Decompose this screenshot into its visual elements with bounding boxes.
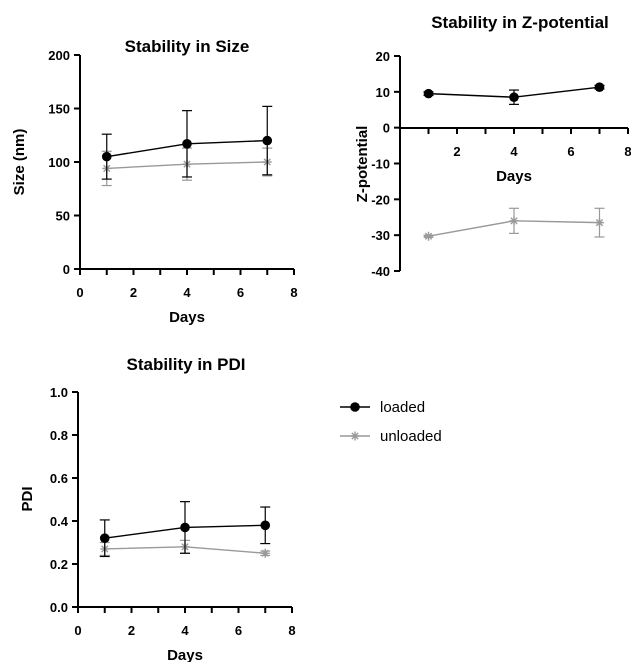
x-tick-label: 2 — [453, 144, 460, 159]
y-tick-label: -20 — [371, 192, 390, 207]
y-tick-label: 0.2 — [50, 557, 68, 572]
data-point-loaded — [594, 82, 605, 92]
legend-marker-unloaded — [350, 431, 360, 441]
y-tick-label: 0.8 — [50, 428, 68, 443]
data-point-loaded — [262, 135, 273, 146]
y-tick-label: 0.6 — [50, 471, 68, 486]
data-point-loaded — [182, 139, 192, 149]
chart-title: Stability in PDI — [126, 355, 245, 374]
legend-label-loaded: loaded — [380, 399, 425, 416]
x-tick-label: 8 — [290, 285, 297, 300]
x-tick-label: 8 — [624, 144, 631, 159]
legend-marker-loaded — [350, 402, 360, 412]
data-point-unloaded — [595, 218, 604, 228]
y-axis-label: Size (nm) — [11, 129, 28, 196]
legend: loaded unloaded — [340, 399, 442, 445]
series-loaded — [423, 82, 605, 105]
chart-z-potential: Stability in Z-potential -40 -30 -20 -10 0 10 2… — [354, 13, 631, 279]
chart-size: Stability in Size 0 50 100 150 200 0 2 4 6 8 Days Si… — [11, 37, 298, 326]
y-tick-label: 50 — [56, 209, 70, 224]
x-tick-label: 6 — [237, 285, 244, 300]
x-tick-label: 6 — [235, 623, 242, 638]
y-tick-label: 1.0 — [50, 385, 68, 400]
y-tick-label: 200 — [48, 48, 70, 63]
y-tick-label: 20 — [376, 49, 390, 64]
x-tick-label: 2 — [130, 285, 137, 300]
data-point-unloaded — [424, 231, 433, 241]
y-tick-label: -10 — [371, 157, 390, 172]
legend-label-unloaded: unloaded — [380, 428, 442, 445]
series-loaded — [99, 501, 271, 558]
y-tick-label: -30 — [371, 228, 390, 243]
x-tick-label: 8 — [288, 623, 295, 638]
x-axis-label: Days — [167, 647, 203, 662]
series-unloaded — [423, 207, 605, 241]
x-tick-label: 6 — [567, 144, 574, 159]
y-tick-label: -40 — [371, 264, 390, 279]
data-point-loaded — [509, 92, 519, 103]
x-tick-label: 0 — [76, 285, 83, 300]
x-tick-label: 4 — [510, 144, 518, 159]
chart-title: Stability in Size — [125, 37, 250, 56]
chart-title: Stability in Z-potential — [431, 13, 609, 32]
data-point-loaded — [180, 522, 190, 533]
data-point-loaded — [101, 151, 112, 162]
x-tick-label: 4 — [181, 623, 189, 638]
series-loaded — [101, 105, 273, 180]
data-point-unloaded — [260, 548, 270, 558]
data-point-unloaded — [509, 216, 519, 226]
y-tick-label: 150 — [48, 102, 70, 117]
x-tick-label: 4 — [183, 285, 191, 300]
x-tick-label: 2 — [128, 623, 135, 638]
y-tick-label: 100 — [48, 155, 70, 170]
data-point-loaded — [260, 520, 271, 531]
y-tick-label: 0.0 — [50, 600, 68, 615]
y-tick-label: 10 — [376, 85, 390, 100]
x-tick-label: 0 — [74, 623, 81, 638]
data-point-loaded — [423, 88, 434, 99]
y-tick-label: 0 — [383, 121, 390, 136]
x-axis-label: Days — [496, 168, 532, 185]
data-point-loaded — [99, 533, 110, 543]
x-axis-label: Days — [169, 309, 205, 326]
y-axis-label: PDI — [19, 486, 36, 511]
y-tick-label: 0 — [63, 262, 70, 277]
y-tick-label: 0.4 — [50, 514, 69, 529]
chart-pdi: Stability in PDI 0.0 0.2 0.4 0.6 0.8 1.0 0 2 4 6 8 D… — [19, 355, 296, 662]
y-axis-label: Z-potential — [354, 126, 371, 203]
